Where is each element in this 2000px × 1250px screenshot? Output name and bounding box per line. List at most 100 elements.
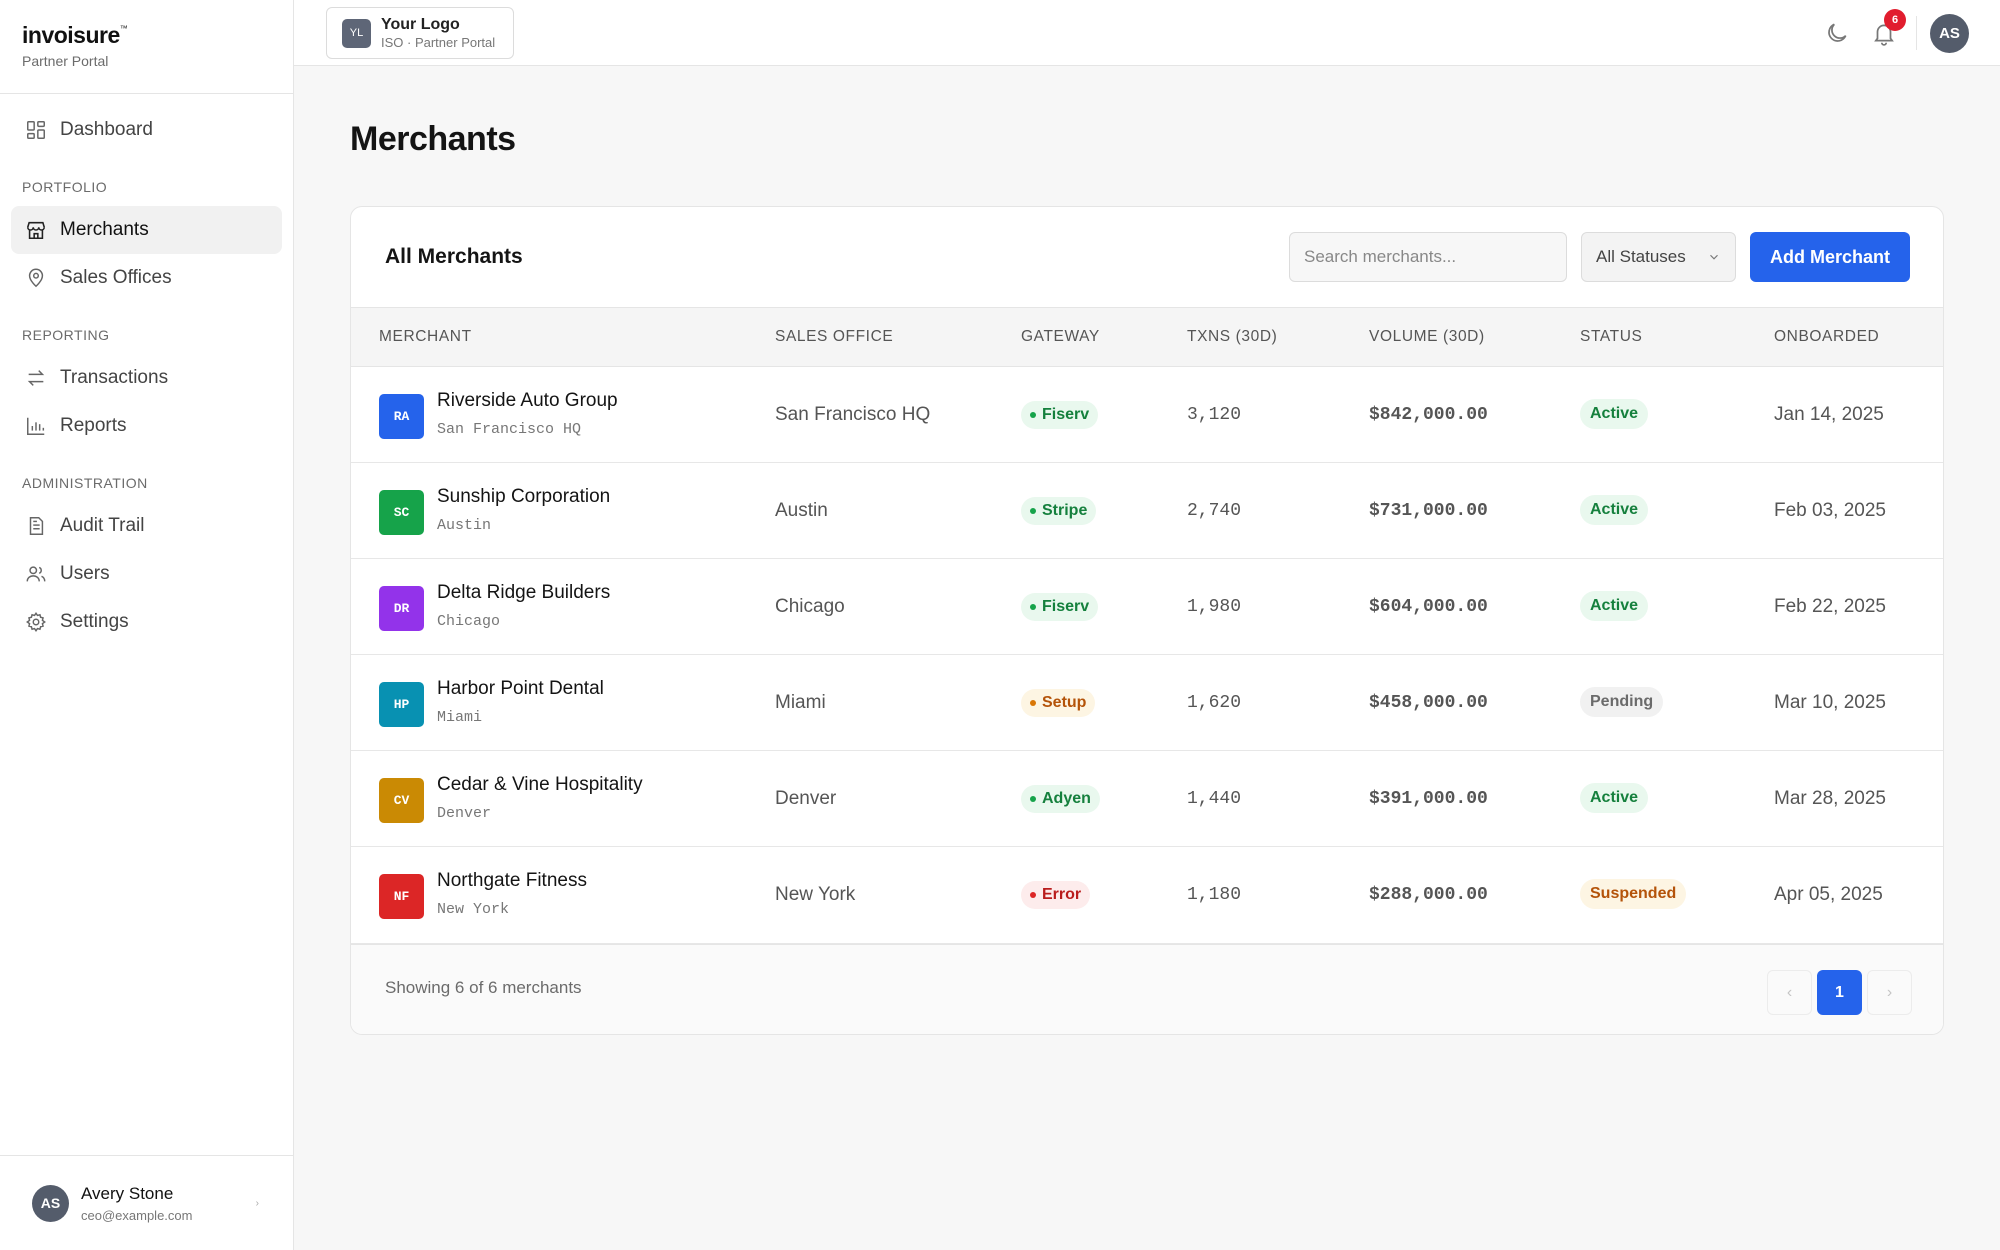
table-row[interactable]: DR Delta Ridge Builders Chicago Chicago … <box>351 559 1943 655</box>
user-name: Avery Stone <box>81 1183 174 1203</box>
sidebar-item-label: Dashboard <box>60 119 153 140</box>
sidebar-item-dashboard[interactable]: Dashboard <box>11 106 282 154</box>
gateway-badge: Error <box>1021 881 1091 909</box>
prev-page-button[interactable]: ‹ <box>1767 970 1812 1015</box>
sidebar-item-transactions[interactable]: Transactions <box>11 354 282 402</box>
merchant-name: Delta Ridge Builders <box>437 582 611 603</box>
table-header: MERCHANT SALES OFFICE GATEWAY TXNS (30D)… <box>351 307 1943 367</box>
status-badge: Suspended <box>1580 879 1687 909</box>
status-filter-value: All Statuses <box>1596 247 1686 266</box>
sidebar-item-label: Audit Trail <box>60 515 145 536</box>
brand-subtitle: Partner Portal <box>22 53 109 69</box>
sidebar-item-reports[interactable]: Reports <box>11 402 282 450</box>
column-header-status[interactable]: STATUS <box>1580 328 1643 345</box>
onboarded-date: Mar 10, 2025 <box>1774 692 1886 713</box>
volume-amount: $458,000.00 <box>1369 693 1488 713</box>
sidebar: invoisure™ Partner Portal Dashboard PORT… <box>0 0 294 1250</box>
merchant-name: Cedar & Vine Hospitality <box>437 774 643 795</box>
merchant-avatar: RA <box>379 394 424 439</box>
card-title: All Merchants <box>385 245 523 268</box>
volume-amount: $842,000.00 <box>1369 405 1488 425</box>
sidebar-item-label: Settings <box>60 611 129 632</box>
merchant-avatar: HP <box>379 682 424 727</box>
volume-amount: $391,000.00 <box>1369 789 1488 809</box>
table-row[interactable]: RA Riverside Auto Group San Francisco HQ… <box>351 367 1943 463</box>
column-header-gateway[interactable]: GATEWAY <box>1021 328 1100 345</box>
sales-office: Austin <box>775 500 828 521</box>
merchant-avatar: SC <box>379 490 424 535</box>
sidebar-item-label: Users <box>60 563 110 584</box>
avatar[interactable]: AS <box>1930 14 1969 53</box>
page-1-button[interactable]: 1 <box>1817 970 1862 1015</box>
sidebar-item-settings[interactable]: Settings <box>11 598 282 646</box>
column-header-volume[interactable]: VOLUME (30D) <box>1369 328 1485 345</box>
sidebar-item-merchants[interactable]: Merchants <box>11 206 282 254</box>
sidebar-item-sales-offices[interactable]: Sales Offices <box>11 254 282 302</box>
sidebar-item-audit-trail[interactable]: Audit Trail <box>11 502 282 550</box>
avatar: AS <box>32 1184 69 1222</box>
txns-count: 1,180 <box>1187 885 1242 905</box>
add-merchant-button[interactable]: Add Merchant <box>1750 232 1910 282</box>
status-dot <box>1030 892 1036 898</box>
gateway-badge: Setup <box>1021 689 1096 717</box>
next-page-button[interactable]: › <box>1867 970 1912 1015</box>
merchant-avatar: DR <box>379 586 424 631</box>
logo-subtitle: ISO · Partner Portal <box>381 35 496 50</box>
sidebar-section-portfolio: PORTFOLIO <box>22 179 108 195</box>
table-row[interactable]: NF Northgate Fitness New York New York E… <box>351 847 1943 944</box>
column-header-sales-office[interactable]: SALES OFFICE <box>775 328 894 345</box>
chevron-down-icon <box>1710 254 1718 260</box>
merchants-card: All Merchants All Statuses Add Merchant … <box>350 206 1944 1035</box>
onboarded-date: Mar 28, 2025 <box>1774 788 1886 809</box>
brand-logo[interactable]: invoisure™ <box>22 22 128 48</box>
merchant-location: Miami <box>437 709 483 726</box>
status-filter-select[interactable]: All Statuses <box>1581 232 1736 282</box>
brand: invoisure™ Partner Portal <box>0 0 293 94</box>
dashboard-icon <box>27 121 45 139</box>
merchant-location: Denver <box>437 805 492 822</box>
status-badge: Active <box>1580 783 1649 813</box>
sidebar-user-menu[interactable]: AS Avery Stone ceo@example.com › <box>0 1155 293 1250</box>
txns-count: 3,120 <box>1187 405 1242 425</box>
merchant-avatar: CV <box>379 778 424 823</box>
sidebar-section-administration: ADMINISTRATION <box>22 475 148 491</box>
bar-chart-icon <box>27 417 45 435</box>
pagination-summary: Showing 6 of 6 merchants <box>385 978 582 997</box>
merchant-location: San Francisco HQ <box>437 421 582 438</box>
gateway-badge: Adyen <box>1021 785 1100 813</box>
onboarded-date: Feb 22, 2025 <box>1774 596 1886 617</box>
table-row[interactable]: SC Sunship Corporation Austin Austin Str… <box>351 463 1943 559</box>
topbar: YL Your Logo ISO · Partner Portal 6 AS <box>294 0 2000 66</box>
merchant-location: Austin <box>437 517 492 534</box>
gateway-badge: Fiserv <box>1021 593 1099 621</box>
merchant-name: Riverside Auto Group <box>437 390 618 411</box>
user-email: ceo@example.com <box>81 1207 193 1223</box>
card-header: All Merchants All Statuses Add Merchant <box>351 207 1943 307</box>
volume-amount: $288,000.00 <box>1369 885 1488 905</box>
sidebar-item-users[interactable]: Users <box>11 550 282 598</box>
search-input[interactable] <box>1289 232 1567 282</box>
sales-office: New York <box>775 884 856 905</box>
moon-icon[interactable] <box>1824 20 1850 46</box>
column-header-onboarded[interactable]: ONBOARDED <box>1774 328 1880 345</box>
status-badge: Active <box>1580 399 1649 429</box>
status-badge: Active <box>1580 591 1649 621</box>
volume-amount: $604,000.00 <box>1369 597 1488 617</box>
sidebar-item-label: Sales Offices <box>60 267 172 288</box>
status-dot <box>1030 796 1036 802</box>
partner-logo[interactable]: YL Your Logo ISO · Partner Portal <box>326 7 514 59</box>
gateway-badge: Fiserv <box>1021 401 1099 429</box>
page-title: Merchants <box>350 120 516 158</box>
table-row[interactable]: CV Cedar & Vine Hospitality Denver Denve… <box>351 751 1943 847</box>
sales-office: Denver <box>775 788 837 809</box>
card-footer: Showing 6 of 6 merchants ‹ 1 › <box>351 944 1943 1034</box>
merchant-name: Northgate Fitness <box>437 870 587 891</box>
sidebar-section-reporting: REPORTING <box>22 327 110 343</box>
column-header-txns[interactable]: TXNS (30D) <box>1187 328 1278 345</box>
column-header-merchant[interactable]: MERCHANT <box>379 328 472 345</box>
sidebar-nav: Dashboard PORTFOLIO Merchants Sales Offi… <box>0 94 293 646</box>
onboarded-date: Apr 05, 2025 <box>1774 884 1883 905</box>
merchant-location: Chicago <box>437 613 501 630</box>
table-row[interactable]: HP Harbor Point Dental Miami Miami Setup… <box>351 655 1943 751</box>
sales-office: Miami <box>775 692 826 713</box>
